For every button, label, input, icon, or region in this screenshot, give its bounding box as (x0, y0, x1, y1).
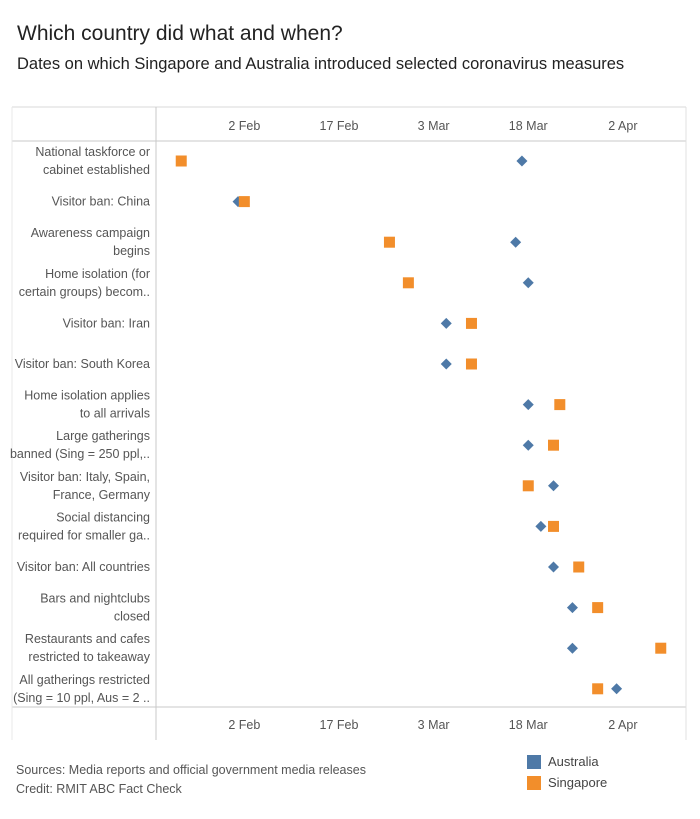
legend-swatch-australia (527, 754, 541, 769)
legend-item-australia: Australia (527, 751, 607, 772)
sources-text: Sources: Media reports and official gove… (16, 763, 366, 777)
australia-point (611, 683, 623, 695)
legend-swatch-singapore (527, 775, 541, 790)
x-tick-label-top: 3 Mar (418, 119, 450, 133)
australia-point (548, 480, 559, 492)
row-label: closed (114, 610, 150, 624)
singapore-point (402, 277, 414, 289)
x-tick-label-bottom: 2 Apr (608, 718, 637, 732)
legend-label-australia: Australia (548, 754, 599, 769)
australia-point (522, 399, 534, 411)
singapore-point (548, 520, 559, 532)
row-label: National taskforce or (35, 145, 150, 159)
singapore-point (573, 561, 585, 573)
row-label: Restaurants and cafes (25, 632, 150, 646)
row-label: Visitor ban: South Korea (15, 357, 150, 371)
row-label: France, Germany (53, 488, 151, 502)
row-label: Visitor ban: All countries (17, 560, 150, 574)
row-label: Home isolation applies (24, 389, 150, 403)
australia-point (510, 236, 522, 248)
singapore-point (175, 155, 187, 167)
row-label: Visitor ban: Iran (63, 316, 150, 330)
row-label: Bars and nightclubs (40, 592, 150, 606)
x-tick-label-top: 18 Mar (509, 119, 548, 133)
footer: Sources: Media reports and official gove… (16, 761, 366, 799)
row-label: banned (Sing = 250 ppl,.. (10, 447, 150, 461)
singapore-point (465, 317, 477, 329)
australia-point (566, 642, 578, 654)
singapore-point (238, 196, 250, 208)
singapore-point (655, 642, 667, 654)
singapore-point (383, 236, 395, 248)
x-tick-label-bottom: 18 Mar (509, 718, 548, 732)
row-label: (Sing = 10 ppl, Aus = 2 .. (13, 691, 150, 705)
row-label: Social distancing (56, 510, 150, 524)
australia-point (548, 561, 559, 573)
australia-point (535, 520, 547, 532)
row-label: Visitor ban: China (52, 195, 150, 209)
row-label: required for smaller ga.. (18, 528, 150, 542)
chart-title: Which country did what and when? (17, 22, 343, 45)
singapore-point (554, 399, 566, 411)
row-label: restricted to takeaway (28, 650, 150, 664)
x-tick-label-bottom: 3 Mar (418, 718, 450, 732)
row-label: Home isolation (for (45, 267, 150, 281)
row-label: to all arrivals (80, 407, 150, 421)
singapore-point (592, 602, 604, 614)
singapore-point (592, 683, 604, 695)
australia-point (522, 277, 534, 289)
singapore-point (522, 480, 534, 492)
legend: Australia Singapore (527, 751, 607, 793)
x-tick-label-top: 17 Feb (320, 119, 359, 133)
credit-text: Credit: RMIT ABC Fact Check (16, 782, 182, 796)
chart-subtitle: Dates on which Singapore and Australia i… (17, 55, 625, 73)
row-label: begins (113, 244, 150, 258)
row-label: certain groups) becom.. (19, 285, 150, 299)
x-tick-label-bottom: 2 Feb (228, 718, 260, 732)
row-label: Awareness campaign (31, 226, 150, 240)
australia-point (440, 317, 452, 329)
australia-point (522, 439, 534, 451)
legend-item-singapore: Singapore (527, 772, 607, 793)
row-label: All gatherings restricted (19, 673, 150, 687)
x-tick-label-top: 2 Apr (608, 119, 637, 133)
singapore-point (548, 439, 559, 451)
australia-point (516, 155, 528, 167)
row-label: Large gatherings (56, 429, 150, 443)
australia-point (566, 602, 578, 614)
x-tick-label-top: 2 Feb (228, 119, 260, 133)
row-label: Visitor ban: Italy, Spain, (20, 470, 150, 484)
australia-point (440, 358, 452, 370)
row-label: cabinet established (43, 163, 150, 177)
singapore-point (465, 358, 477, 370)
legend-label-singapore: Singapore (548, 775, 608, 790)
x-tick-label-bottom: 17 Feb (320, 718, 359, 732)
